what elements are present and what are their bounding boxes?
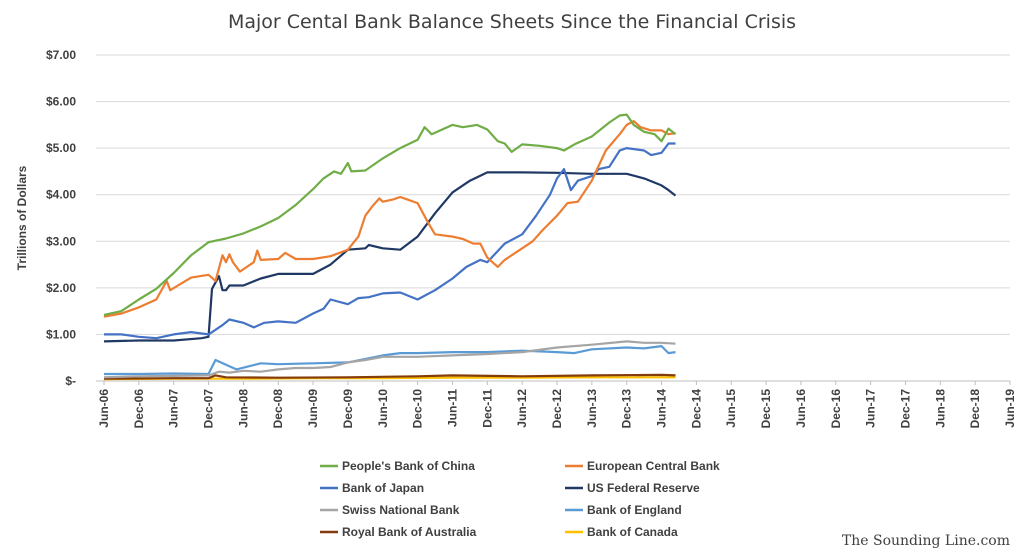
legend-label: Royal Bank of Australia	[342, 525, 477, 539]
series-line	[103, 373, 676, 380]
series-lines	[103, 113, 677, 381]
legend-label: European Central Bank	[587, 459, 720, 473]
y-tick-label: $5.00	[46, 141, 76, 155]
legend-label: Bank of Japan	[342, 481, 424, 495]
x-tick-label: Dec-09	[341, 389, 355, 429]
legend: People's Bank of China European Central B…	[320, 459, 720, 539]
y-tick-label: $6.00	[46, 95, 76, 109]
x-tick-label: Jun-18	[933, 389, 947, 428]
credit-text: The Sounding Line.com	[842, 533, 1010, 549]
series-line	[103, 113, 677, 316]
series-line	[103, 120, 676, 318]
x-tick-label: Jun-17	[864, 389, 878, 428]
x-tick-label: Jun-10	[376, 389, 390, 428]
x-tick-label: Dec-17	[898, 389, 912, 429]
x-tick-label: Jun-16	[794, 389, 808, 428]
x-tick-label: Jun-09	[306, 389, 320, 428]
x-tick-label: Jun-15	[724, 389, 738, 428]
series-line	[104, 142, 676, 340]
series-line	[103, 171, 677, 343]
legend-label: Bank of England	[587, 503, 682, 517]
x-tick-label: Dec-16	[829, 389, 843, 429]
y-tick-label: $-	[65, 374, 76, 388]
series-line	[103, 340, 676, 379]
x-tick-label: Jun-07	[167, 389, 181, 428]
x-tick-label: Dec-06	[132, 389, 146, 429]
legend-label: Swiss National Bank	[342, 503, 460, 517]
y-tick-label: $1.00	[46, 327, 76, 341]
x-tick-label: Dec-12	[550, 389, 564, 429]
y-tick-label: $4.00	[46, 188, 76, 202]
x-tick-label: Dec-15	[759, 389, 773, 429]
x-tick-label: Dec-18	[968, 389, 982, 429]
x-tick-label: Jun-12	[515, 389, 529, 428]
y-tick-label: $3.00	[46, 234, 76, 248]
y-axis-ticks: $- $1.00 $2.00 $3.00 $4.00 $5.00 $6.00 $7.00	[46, 48, 76, 388]
x-tick-label: Dec-14	[689, 389, 703, 429]
x-tick-label: Jun-19	[1003, 389, 1017, 428]
chart-title: Major Cental Bank Balance Sheets Since t…	[228, 11, 796, 33]
x-tick-label: Dec-07	[202, 389, 216, 429]
x-tick-label: Dec-10	[411, 389, 425, 429]
x-tick-label: Jun-06	[97, 389, 111, 428]
legend-label: Bank of Canada	[587, 525, 678, 539]
x-axis-ticks: Jun-06 Dec-06 Jun-07 Dec-07 Jun-08 Dec-08 Jun-…	[97, 381, 1017, 428]
x-tick-label: Dec-13	[620, 389, 634, 429]
legend-label: US Federal Reserve	[587, 481, 700, 495]
y-tick-label: $7.00	[46, 48, 76, 62]
x-tick-label: Dec-08	[271, 389, 285, 429]
legend-label: People's Bank of China	[342, 459, 475, 473]
x-tick-label: Jun-08	[236, 389, 250, 428]
gridlines	[96, 54, 1010, 335]
y-axis-label: Trillions of Dollars	[15, 165, 29, 270]
x-tick-label: Jun-11	[445, 389, 459, 427]
x-tick-label: Jun-14	[655, 389, 669, 428]
x-tick-label: Jun-13	[585, 389, 599, 428]
y-tick-label: $2.00	[46, 281, 76, 295]
series-line	[104, 345, 676, 376]
x-tick-label: Dec-11	[480, 389, 494, 428]
